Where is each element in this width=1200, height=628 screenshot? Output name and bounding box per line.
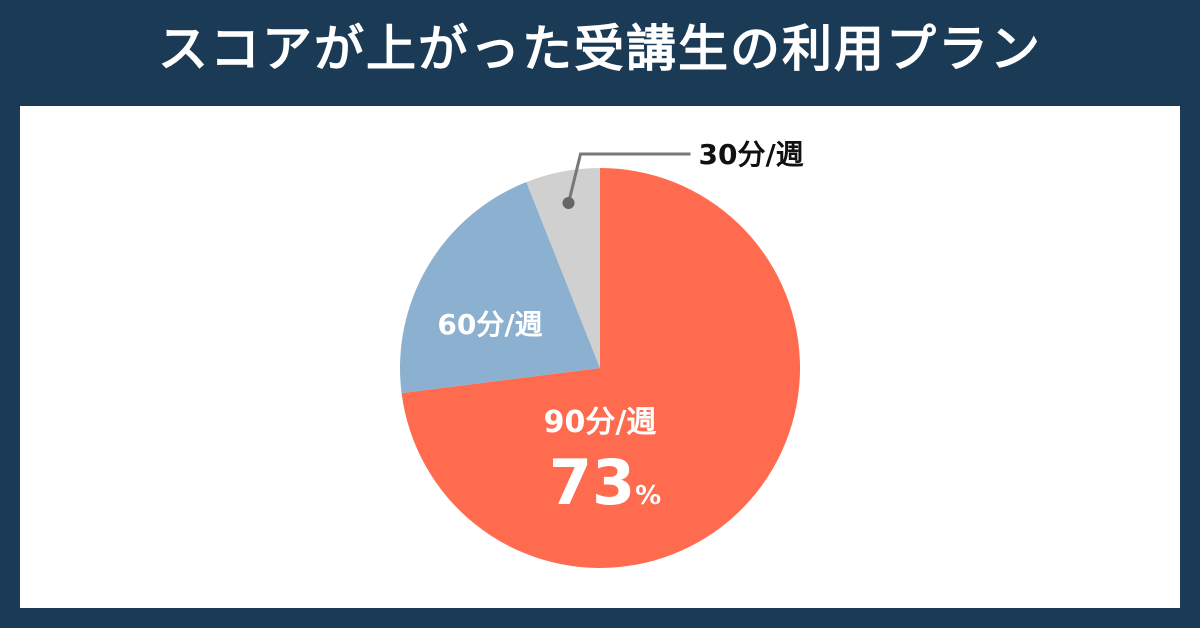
page-title: スコアが上がった受講生の利用プラン <box>158 20 1042 78</box>
slice-value-90min: 73% <box>549 446 661 519</box>
leader-dot <box>562 196 575 209</box>
slice-value-unit: % <box>635 481 661 511</box>
slice-30min <box>526 168 600 368</box>
slice-60min <box>400 182 600 394</box>
slice-label-30min: 30分/週 <box>699 138 804 171</box>
slice-label-90min: 90分/週 <box>544 405 657 440</box>
slice-90min <box>401 168 800 568</box>
leader-line <box>567 152 691 204</box>
slice-label-60min: 60分/週 <box>437 308 542 341</box>
chart-panel: 90分/週 73% 60分/週 30分/週 <box>20 106 1180 608</box>
slice-value-number: 73 <box>549 446 635 519</box>
pie-slices <box>400 168 800 568</box>
pie-chart: 90分/週 73% 60分/週 30分/週 <box>400 138 804 568</box>
